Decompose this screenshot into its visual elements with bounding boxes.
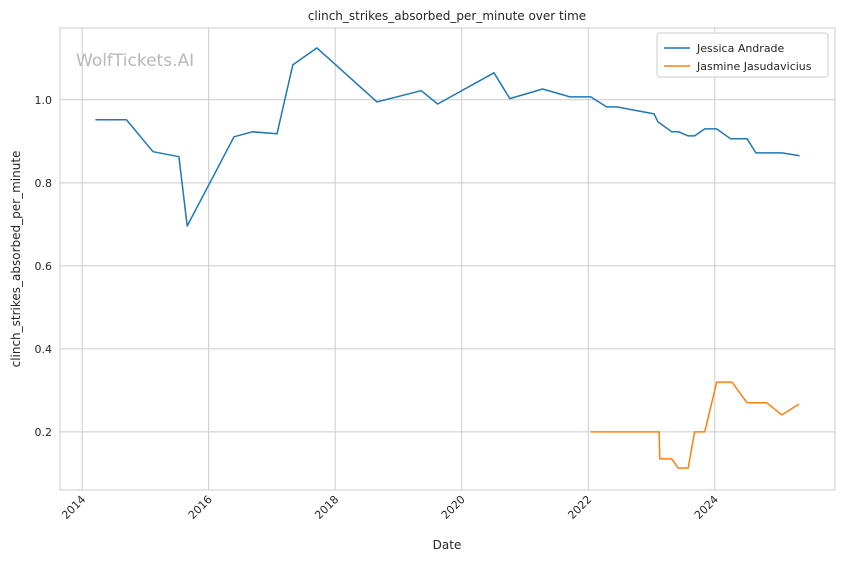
legend-label: Jasmine Jasudavicius (696, 60, 812, 73)
series-line-0 (95, 47, 800, 227)
series-line-1 (590, 381, 800, 469)
watermark: WolfTickets.AI (76, 51, 194, 71)
y-tick-label: 0.4 (35, 343, 53, 356)
y-axis-label: clinch_strikes_absorbed_per_minute (9, 151, 23, 368)
x-axis-label: Date (433, 538, 462, 552)
legend: Jessica Andrade Jasmine Jasudavicius (656, 32, 829, 78)
y-ticks: 0.2 0.4 0.6 0.8 1.0 (35, 94, 53, 439)
y-tick-label: 1.0 (35, 94, 53, 107)
y-tick-label: 0.6 (35, 260, 53, 273)
series-lines (95, 47, 800, 469)
grid (60, 28, 835, 490)
plot-frame (59, 27, 836, 491)
legend-label: Jessica Andrade (696, 42, 785, 55)
y-tick-label: 0.8 (35, 177, 53, 190)
y-tick-label: 0.2 (35, 426, 53, 439)
chart-title: clinch_strikes_absorbed_per_minute over … (308, 9, 586, 23)
